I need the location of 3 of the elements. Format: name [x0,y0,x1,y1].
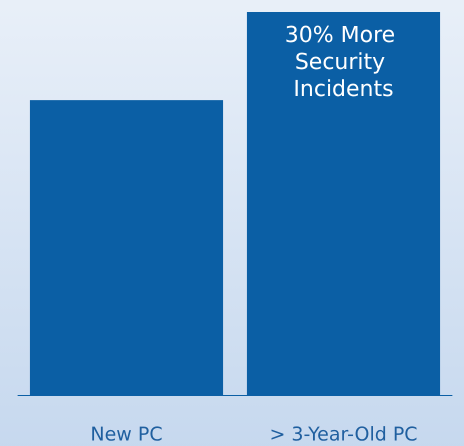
annotation: 30% More Security Incidents [284,23,402,102]
x-tick-label: > 3-Year-Old PC [269,424,418,446]
x-tick-label: New PC [90,424,163,446]
